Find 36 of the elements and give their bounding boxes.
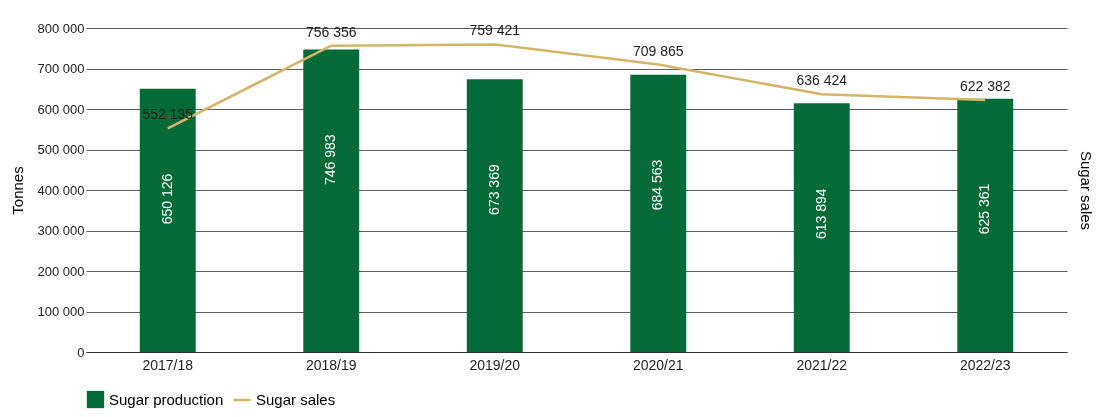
x-tick-label: 2018/19 xyxy=(305,356,357,373)
data-label: 552 135 xyxy=(142,106,194,123)
data-label: 625 361 xyxy=(976,183,993,235)
data-label: 684 563 xyxy=(649,159,666,211)
data-label: 746 983 xyxy=(322,134,339,186)
y2-axis-title: Sugar sales xyxy=(1077,150,1095,231)
bar xyxy=(139,88,196,352)
x-tick-label: 2017/18 xyxy=(142,356,194,373)
data-label: 709 865 xyxy=(632,42,684,59)
y-tick-label: 800 000 xyxy=(37,20,85,36)
data-label: 650 126 xyxy=(158,173,175,225)
data-label: 622 382 xyxy=(959,77,1011,94)
bar xyxy=(793,103,850,352)
bar xyxy=(630,74,687,352)
y-tick-label: 700 000 xyxy=(37,61,85,76)
y-tick-label: 100 000 xyxy=(37,304,85,319)
data-label: 636 424 xyxy=(796,72,848,89)
y-tick-label: 400 000 xyxy=(37,182,85,198)
x-tick-label: 2022/23 xyxy=(959,356,1011,373)
y-tick-label: 500 000 xyxy=(37,142,85,157)
bar xyxy=(466,79,523,352)
bar xyxy=(957,98,1014,352)
line-series xyxy=(166,43,987,130)
y-tick-label: 0 xyxy=(77,344,85,360)
y-tick-label: 300 000 xyxy=(37,223,85,238)
x-tick-label: 2019/20 xyxy=(469,356,521,373)
legend-label: Sugar production xyxy=(109,390,224,408)
legend-label: Sugar sales xyxy=(256,391,336,408)
y-tick-label: 200 000 xyxy=(37,263,85,279)
data-label: 613 894 xyxy=(812,188,829,239)
y-tick-label: 600 000 xyxy=(37,101,85,117)
x-tick-label: 2020/21 xyxy=(632,356,684,373)
y-axis-title: Tonnes xyxy=(8,166,26,215)
bar xyxy=(303,49,360,352)
data-label: 673 369 xyxy=(485,164,502,215)
x-tick-label: 2021/22 xyxy=(796,356,848,373)
